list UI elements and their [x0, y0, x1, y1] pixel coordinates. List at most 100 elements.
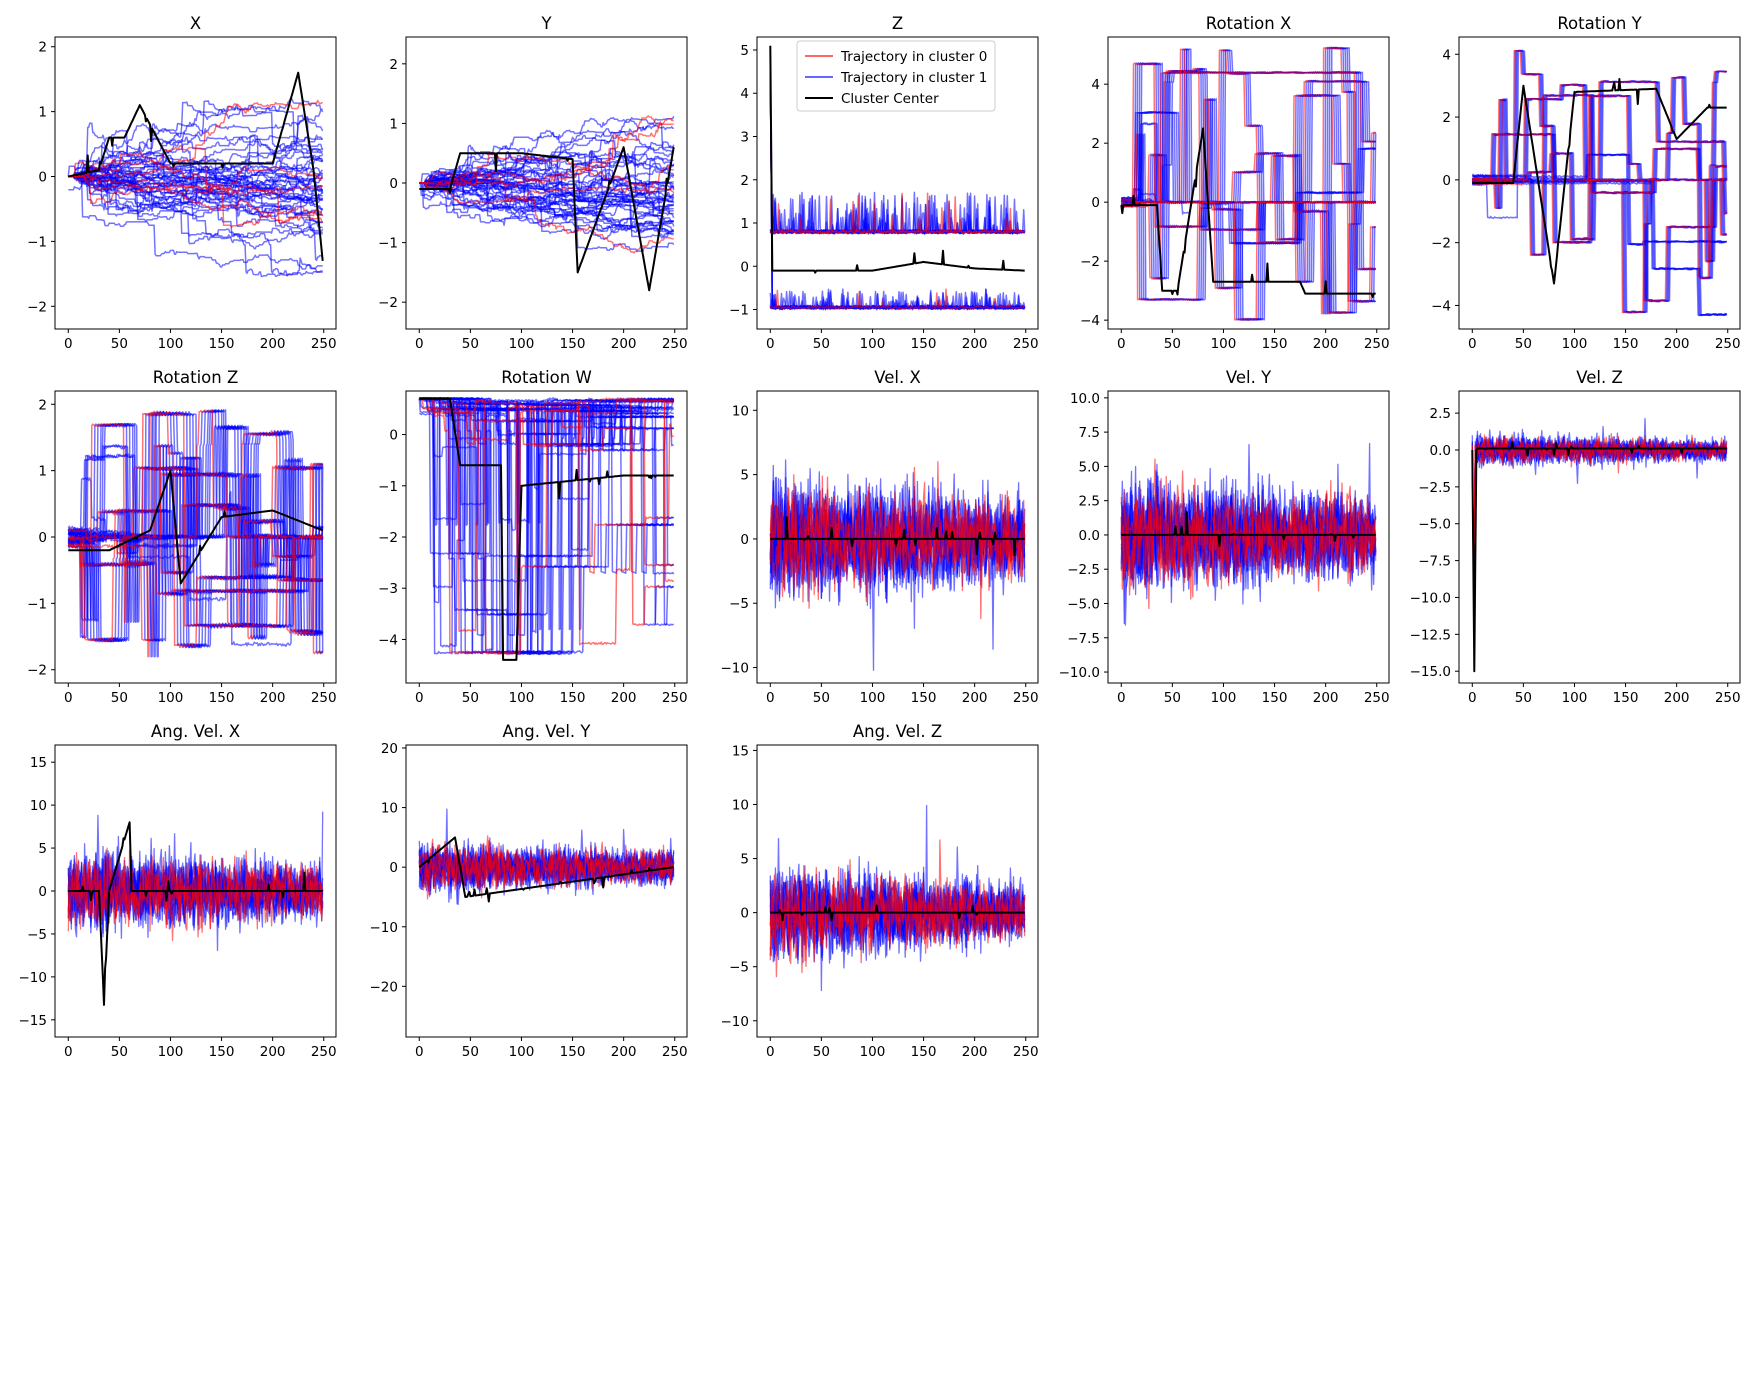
x-tick-label: 100: [509, 690, 535, 706]
y-tick-label: 0: [389, 428, 398, 444]
x-tick-label: 200: [611, 336, 637, 352]
y-tick-label: 20: [381, 741, 398, 757]
y-tick-label: −4: [1431, 298, 1451, 314]
y-tick-label: −15: [19, 1013, 48, 1029]
cluster-center-line: [419, 146, 675, 292]
plot-frame: [54, 36, 337, 330]
cluster0-line: [419, 123, 674, 186]
y-tick-label: 1: [38, 105, 47, 121]
cluster0-line: [1471, 432, 1728, 562]
cluster1-line: [419, 159, 675, 227]
x-tick-label: 200: [260, 336, 286, 352]
cluster0-line: [1472, 80, 1727, 241]
cluster0-line: [68, 174, 323, 205]
y-tick-label: 5: [740, 852, 749, 868]
y-tick-label: −2: [378, 295, 398, 311]
cluster-center-line: [68, 821, 323, 1006]
y-tick-label: −5: [729, 960, 749, 976]
cluster0-line: [769, 474, 1026, 620]
y-tick-label: −2: [27, 663, 47, 679]
x-tick-label: 250: [1364, 690, 1390, 706]
cluster0-line: [419, 182, 674, 254]
x-tick-label: 250: [1013, 690, 1039, 706]
x-tick-label: 250: [311, 690, 337, 706]
y-tick-label: −4: [1080, 313, 1100, 329]
y-tick-label: −10.0: [1059, 665, 1100, 681]
y-tick-label: −7.5: [1067, 631, 1100, 647]
subplot-rotation-z: 0 50 100 150 200 250 −2 −1 0 1 2 Rotation Z: [27, 368, 337, 706]
plot-frame: [756, 744, 1039, 1038]
x-tick-label: 50: [462, 690, 479, 706]
cluster0-line: [68, 174, 323, 216]
y-tick-label: 0: [1091, 195, 1100, 211]
x-tick-label: 150: [1262, 336, 1288, 352]
x-tick-label: 0: [766, 690, 775, 706]
subplot-title: Ang. Vel. X: [151, 722, 240, 741]
y-tick-label: 5: [38, 841, 47, 857]
cluster-center-line: [1471, 441, 1727, 673]
y-tick-label: 0: [38, 170, 47, 186]
legend: Trajectory in cluster 0 Trajectory in clu…: [796, 40, 996, 112]
cluster-center-line: [68, 469, 324, 585]
x-tick-label: 100: [509, 1044, 535, 1060]
y-tick-label: −5.0: [1067, 596, 1100, 612]
plot-frame: [1107, 36, 1390, 330]
plot-area: [1459, 391, 1740, 683]
y-tick-label: −10: [721, 1014, 750, 1030]
cluster1-line: [68, 176, 323, 217]
y-tick-label: 0: [38, 884, 47, 900]
plot-frame: [1458, 36, 1741, 330]
cluster1-line: [68, 118, 323, 186]
x-tick-label: 250: [311, 1044, 337, 1060]
subplot-title: Rotation Y: [1557, 14, 1642, 33]
y-tick-label: −5: [729, 596, 749, 612]
y-tick-label: 2: [38, 397, 47, 413]
series-group: [67, 811, 324, 1006]
y-tick-label: 0: [740, 259, 749, 275]
y-tick-label: 1: [389, 116, 398, 132]
x-tick-label: 50: [1515, 336, 1532, 352]
x-tick-label: 0: [1468, 336, 1477, 352]
y-tick-label: 7.5: [1079, 425, 1100, 441]
y-tick-label: 5: [740, 43, 749, 59]
cluster0-line: [419, 165, 674, 193]
x-tick-label: 250: [1013, 336, 1039, 352]
x-tick-label: 150: [1262, 690, 1288, 706]
y-tick-label: −1: [378, 479, 398, 495]
y-tick-label: 10.0: [1070, 391, 1100, 407]
x-tick-label: 150: [209, 1044, 235, 1060]
y-tick-label: −1: [729, 303, 749, 319]
cluster0-line: [67, 410, 324, 658]
cluster1-line: [1471, 429, 1728, 562]
y-tick-label: −4: [378, 632, 398, 648]
cluster0-line: [68, 99, 323, 178]
x-tick-label: 0: [1117, 690, 1126, 706]
cluster0-line: [769, 839, 1026, 959]
y-tick-label: 0: [740, 532, 749, 548]
y-tick-label: −20: [370, 979, 399, 995]
subplot-title: Vel. Z: [1576, 368, 1623, 387]
x-tick-label: 100: [158, 1044, 184, 1060]
y-tick-label: 0: [38, 530, 47, 546]
x-tick-label: 200: [611, 690, 637, 706]
cluster0-line: [1120, 133, 1377, 302]
plot-frame: [756, 36, 1039, 330]
x-tick-label: 200: [962, 690, 988, 706]
plot-frame: [1107, 390, 1390, 684]
y-tick-label: 2: [38, 40, 47, 56]
y-tick-label: 4: [740, 86, 749, 102]
x-tick-label: 250: [1364, 336, 1390, 352]
cluster-center-line: [419, 397, 674, 661]
series-group: [769, 459, 1026, 671]
y-tick-label: −2: [378, 530, 398, 546]
cluster0-line: [68, 175, 323, 228]
cluster-center-line: [1121, 511, 1376, 547]
y-tick-label: −10: [370, 920, 399, 936]
x-tick-label: 150: [911, 690, 937, 706]
cluster0-line: [67, 850, 324, 938]
x-tick-label: 100: [1211, 336, 1237, 352]
y-tick-label: −7.5: [1418, 554, 1451, 570]
x-tick-label: 0: [766, 336, 775, 352]
cluster0-line: [1120, 67, 1376, 314]
